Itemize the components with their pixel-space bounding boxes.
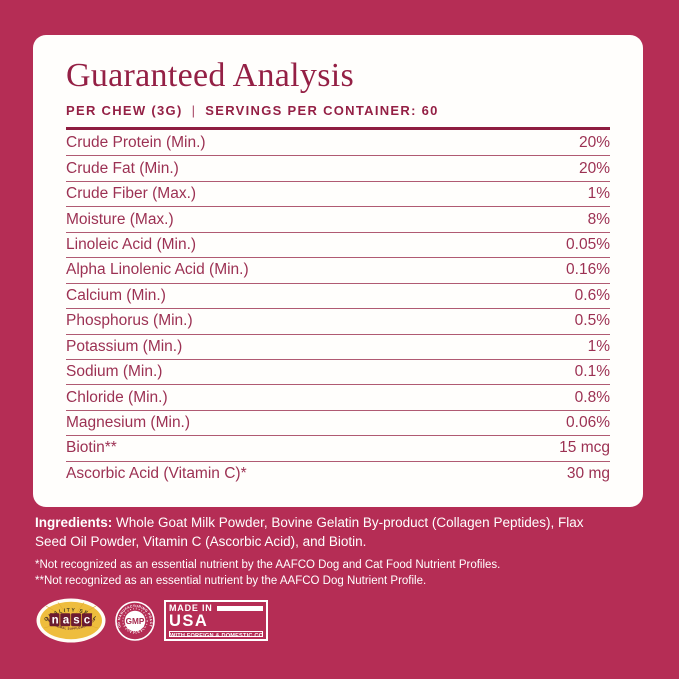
table-row: Crude Fat (Min.) 20% — [66, 156, 610, 182]
nutrient-value: 0.5% — [574, 312, 610, 330]
page-title: Guaranteed Analysis — [66, 57, 355, 94]
nutrient-label: Phosphorus (Min.) — [66, 312, 193, 330]
table-row: Magnesium (Min.) 0.06% — [66, 411, 610, 437]
usa-text: USA — [169, 612, 209, 630]
made-in-text: MADE IN — [169, 603, 213, 613]
nutrient-label: Crude Fat (Min.) — [66, 159, 179, 177]
nutrient-label: Sodium (Min.) — [66, 363, 163, 381]
ingredients-text: Ingredients: Whole Goat Milk Powder, Bov… — [35, 513, 617, 551]
serving-info: PER CHEW (3G) | SERVINGS PER CONTAINER: … — [66, 103, 610, 118]
serving-size: PER CHEW (3G) — [66, 103, 183, 118]
nutrient-value: 0.06% — [566, 414, 610, 432]
table-row: Phosphorus (Min.) 0.5% — [66, 309, 610, 335]
nutrient-label: Moisture (Max.) — [66, 210, 174, 228]
table-row: Potassium (Min.) 1% — [66, 335, 610, 360]
guaranteed-analysis-card: Guaranteed Analysis PER CHEW (3G) | SERV… — [33, 35, 643, 507]
badge-row: QUALITY SEAL nasc NATIONAL ANIMAL SUPPLE… — [36, 598, 268, 643]
table-row: Crude Protein (Min.) 20% — [66, 131, 610, 157]
nutrient-value: 0.05% — [566, 235, 610, 253]
table-row: Sodium (Min.) 0.1% — [66, 360, 610, 386]
flag-stripes — [212, 620, 263, 623]
gmp-wordmark: GMP — [126, 617, 145, 626]
servings-per-container: SERVINGS PER CONTAINER: 60 — [205, 103, 439, 118]
analysis-table: Crude Protein (Min.) 20% Crude Fat (Min.… — [66, 131, 610, 487]
nutrient-value: 8% — [587, 210, 610, 228]
table-row: Biotin** 15 mcg — [66, 436, 610, 462]
nutrient-value: 1% — [587, 337, 610, 355]
gmp-seal-icon: GOOD MANUFACTURING PRACTICE GMP PRODUCT — [115, 601, 155, 641]
ingredients-label: Ingredients: — [35, 515, 113, 530]
footnotes: *Not recognized as an essential nutrient… — [35, 557, 635, 589]
nutrient-value: 0.16% — [566, 261, 610, 279]
table-row: Calcium (Min.) 0.6% — [66, 284, 610, 310]
nutrient-label: Potassium (Min.) — [66, 337, 183, 355]
nutrient-label: Linoleic Acid (Min.) — [66, 235, 197, 253]
nasc-letter-blocks — [49, 613, 92, 627]
table-row: Chloride (Min.) 0.8% — [66, 385, 610, 411]
nutrient-value: 0.1% — [574, 363, 610, 381]
nasc-wordmark: nasc — [52, 614, 95, 626]
nutrient-value: 30 mg — [566, 465, 610, 483]
table-row: Alpha Linolenic Acid (Min.) 0.16% — [66, 258, 610, 284]
flag-stripe — [216, 606, 263, 611]
table-row: Crude Fiber (Max.) 1% — [66, 182, 610, 208]
table-row: Ascorbic Acid (Vitamin C)* 30 mg — [66, 462, 610, 487]
separator-bar: | — [191, 103, 197, 118]
nutrient-value: 1% — [587, 185, 610, 203]
nasc-quality-seal-icon: QUALITY SEAL nasc NATIONAL ANIMAL SUPPLE… — [36, 598, 106, 643]
nutrient-value: 0.8% — [574, 388, 610, 406]
ingredients-list: Whole Goat Milk Powder, Bovine Gelatin B… — [35, 515, 584, 549]
nutrient-label: Crude Protein (Min.) — [66, 134, 206, 152]
nutrient-value: 0.6% — [574, 286, 610, 304]
nutrient-label: Calcium (Min.) — [66, 286, 166, 304]
nutrient-label: Alpha Linolenic Acid (Min.) — [66, 261, 249, 279]
nutrient-label: Crude Fiber (Max.) — [66, 185, 197, 203]
nutrient-label: Biotin** — [66, 439, 117, 457]
table-row: Linoleic Acid (Min.) 0.05% — [66, 233, 610, 259]
nutrient-label: Chloride (Min.) — [66, 388, 168, 406]
divider-thick — [66, 127, 610, 130]
usa-components-text: WITH FOREIGN & DOMESTIC COMPONENTS — [169, 631, 263, 637]
nutrient-value: 15 mcg — [559, 439, 610, 457]
nutrient-value: 20% — [578, 159, 610, 177]
table-row: Moisture (Max.) 8% — [66, 207, 610, 233]
nutrient-label: Ascorbic Acid (Vitamin C)* — [66, 465, 247, 483]
nutrient-value: 20% — [578, 134, 610, 152]
footnote-aafco-dog-cat: *Not recognized as an essential nutrient… — [35, 559, 501, 571]
nutrient-label: Magnesium (Min.) — [66, 414, 191, 432]
made-in-usa-badge: MADE IN USA WITH FOREIGN & DOMESTIC COMP… — [164, 600, 268, 641]
footnote-aafco-dog: **Not recognized as an essential nutrien… — [35, 575, 427, 587]
